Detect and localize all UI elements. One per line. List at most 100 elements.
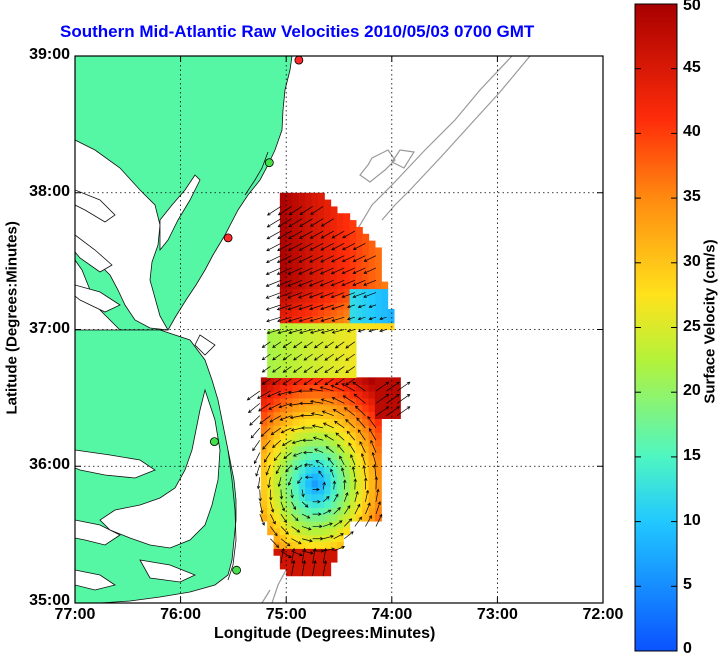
velocity-cell xyxy=(286,370,294,378)
velocity-cell xyxy=(260,404,268,413)
velocity-cell xyxy=(292,445,300,454)
velocity-cell xyxy=(374,384,382,392)
velocity-vector xyxy=(331,255,345,263)
velocity-vector xyxy=(330,292,345,299)
velocity-cell xyxy=(368,261,376,269)
velocity-cell xyxy=(286,548,294,556)
velocity-cell xyxy=(336,240,344,249)
velocity-cell xyxy=(355,384,363,392)
velocity-cell xyxy=(305,548,313,556)
velocity-cell xyxy=(349,356,357,365)
velocity-vector xyxy=(282,378,292,385)
velocity-cell xyxy=(317,561,325,570)
map-grid xyxy=(75,56,603,603)
velocity-cell xyxy=(298,233,306,242)
velocity-cell xyxy=(292,240,300,249)
velocity-vector xyxy=(261,341,271,348)
velocity-vector xyxy=(266,243,282,252)
velocity-cell xyxy=(330,288,338,296)
velocity-cell xyxy=(311,370,319,378)
velocity-cell xyxy=(267,432,275,440)
velocity-vector xyxy=(283,452,292,460)
velocity-vector xyxy=(344,531,354,540)
velocity-cell xyxy=(305,267,313,276)
velocity-vector xyxy=(301,550,314,555)
velocity-cell xyxy=(273,479,281,488)
velocity-cell xyxy=(330,240,338,249)
velocity-cell xyxy=(317,226,325,235)
velocity-vector xyxy=(345,353,356,361)
velocity-cell xyxy=(362,288,370,296)
velocity-cell xyxy=(368,397,376,406)
velocity-cell xyxy=(317,486,325,495)
velocity-cell xyxy=(286,247,294,255)
velocity-vector xyxy=(368,329,377,333)
velocity-cell xyxy=(279,404,287,413)
velocity-cell xyxy=(336,541,344,549)
velocity-cell xyxy=(311,548,319,556)
velocity-cell xyxy=(330,541,338,549)
velocity-vector xyxy=(342,230,356,239)
velocity-cell xyxy=(317,452,325,461)
colorbar-tick-label: 40 xyxy=(683,123,701,141)
velocity-cell xyxy=(286,555,294,563)
velocity-cell xyxy=(336,295,344,303)
velocity-cell xyxy=(374,391,382,399)
velocity-cell xyxy=(374,288,382,296)
velocity-cell xyxy=(317,356,325,365)
velocity-vector xyxy=(282,341,292,349)
velocity-cell xyxy=(311,459,319,467)
velocity-vector xyxy=(276,267,292,275)
velocity-cell xyxy=(279,295,287,303)
velocity-cell xyxy=(330,322,338,331)
velocity-cell xyxy=(273,432,281,440)
x-tick-label: 72:00 xyxy=(582,606,624,623)
velocity-vector xyxy=(288,230,303,239)
velocity-vector xyxy=(253,452,261,465)
velocity-cell xyxy=(279,308,287,317)
velocity-vector xyxy=(279,489,284,500)
velocity-cell xyxy=(387,411,395,419)
velocity-vector xyxy=(386,406,400,416)
velocity-cell xyxy=(343,466,351,474)
velocity-cell xyxy=(317,350,325,358)
velocity-vector xyxy=(323,535,334,540)
velocity-cell xyxy=(336,486,344,495)
velocity-vector xyxy=(288,206,303,216)
velocity-cell xyxy=(368,473,376,481)
velocity-cell xyxy=(336,288,344,296)
velocity-cell xyxy=(368,322,376,331)
velocity-cell xyxy=(267,391,275,399)
radar-site-marker xyxy=(232,565,241,575)
velocity-cell xyxy=(305,295,313,303)
velocity-cell xyxy=(317,267,325,276)
velocity-vector xyxy=(276,292,292,299)
velocity-cell xyxy=(279,391,287,399)
velocity-vector xyxy=(324,378,334,386)
velocity-cell xyxy=(374,267,382,276)
velocity-cell xyxy=(267,397,275,406)
velocity-cell xyxy=(324,384,332,392)
velocity-cell xyxy=(305,418,313,426)
velocity-cell xyxy=(324,391,332,399)
velocity-vector xyxy=(298,316,313,323)
velocity-cell xyxy=(355,226,363,235)
velocity-vector xyxy=(357,304,366,309)
velocity-cell xyxy=(292,493,300,502)
velocity-vector xyxy=(313,366,324,373)
velocity-cell xyxy=(362,384,370,392)
velocity-cell xyxy=(336,527,344,536)
velocity-cell xyxy=(343,315,351,324)
velocity-cell xyxy=(336,336,344,344)
velocity-cell xyxy=(317,473,325,481)
velocity-cell xyxy=(279,438,287,447)
velocity-vector xyxy=(290,427,303,432)
velocity-cell xyxy=(260,397,268,406)
velocity-vector xyxy=(267,390,282,398)
velocity-cell xyxy=(330,281,338,290)
velocity-vector xyxy=(297,476,303,485)
velocity-cell xyxy=(286,226,294,235)
velocity-cell xyxy=(336,308,344,317)
velocity-cell xyxy=(362,315,370,324)
velocity-cell xyxy=(311,384,319,392)
